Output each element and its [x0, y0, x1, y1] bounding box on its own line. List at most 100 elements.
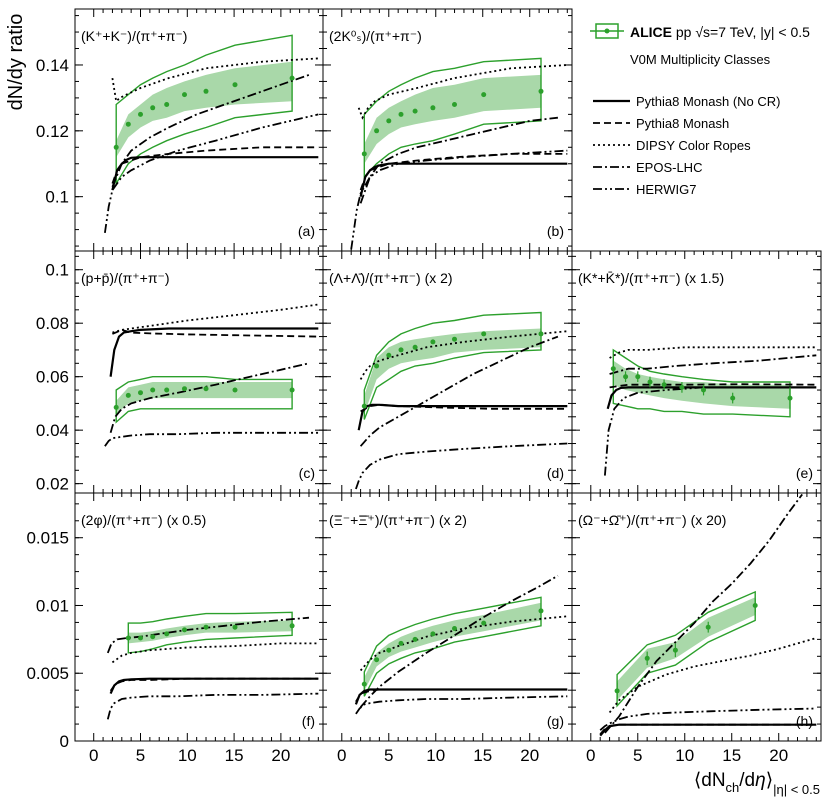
data-point	[289, 387, 295, 393]
data-point	[232, 387, 238, 393]
legend-entry-label: DIPSY Color Ropes	[636, 138, 751, 153]
panel-title: (K*+K̄*)/(π⁺+π⁻) (x 1.5)	[578, 270, 724, 286]
y-tick-label: 0.01	[36, 596, 69, 615]
model-dotted-line	[112, 303, 319, 334]
model-dashdot-line	[609, 354, 817, 375]
stat-band	[364, 328, 541, 415]
model-dotted-line	[357, 64, 568, 120]
sys-envelope	[363, 596, 542, 697]
data-point	[138, 635, 143, 641]
panel-frame	[322, 250, 573, 494]
sys-envelope	[115, 376, 293, 424]
data-point	[374, 128, 380, 134]
y-axis-label: dN/dy ratio	[5, 14, 27, 111]
data-point	[787, 395, 793, 401]
model-solid-line	[359, 162, 568, 197]
data-point	[481, 331, 487, 337]
legend-data-label: ALICE pp √s=7 TeV, |y| < 0.5	[630, 24, 810, 40]
sys-envelope	[616, 590, 756, 708]
panel-title: (Ω⁻+Ω̄⁺)/(π⁺+π⁻) (x 20)	[578, 512, 726, 528]
x-tick-label: 20	[271, 746, 290, 765]
data-point	[705, 624, 711, 630]
data-point	[672, 647, 678, 653]
panel-title: (p+p̄)/(π⁺+π⁻)	[81, 270, 170, 286]
model-dashdotdot-line	[350, 149, 568, 250]
data-point	[361, 151, 367, 157]
stat-band	[116, 382, 293, 415]
data-point	[203, 88, 209, 94]
model-dashdot-line	[604, 493, 803, 734]
data-point	[701, 387, 706, 393]
panel-f: 0 5 10 15 20 0 0.005 0.01 0.015 (2φ)/(π⁺+π⁻) (x 0…	[26, 492, 324, 765]
data-point	[481, 620, 487, 626]
model-dashdotdot-line	[355, 442, 568, 490]
y-tick-label: 0.1	[45, 261, 69, 280]
panel-frame	[322, 8, 573, 252]
panel-a: 0.1 0.12 0.14 (K⁺+K⁻)/(π⁺+π⁻) (a)	[36, 8, 324, 252]
panel-tag: (d)	[547, 465, 564, 481]
model-dashdotdot-line	[604, 386, 817, 476]
data-point	[203, 386, 209, 392]
model-dashed-line	[355, 688, 568, 703]
data-point	[289, 75, 295, 81]
sys-envelope	[363, 57, 542, 179]
data-point	[232, 624, 238, 630]
panel-tag: (g)	[547, 713, 564, 729]
data-point	[614, 688, 620, 694]
panels: 0.1 0.12 0.14 (K⁺+K⁻)/(π⁺+π⁻) (a) (2K⁰ₛ)/(π⁺+…	[26, 8, 822, 765]
data-point	[452, 626, 457, 631]
data-point	[164, 631, 170, 637]
data-point	[182, 92, 187, 98]
data-point	[113, 404, 119, 410]
data-point	[644, 655, 650, 661]
model-dashed-line	[111, 146, 319, 184]
y-tick-label: 0.04	[36, 421, 69, 440]
data-point	[232, 82, 238, 88]
stat-band	[364, 74, 541, 164]
model-dashed-line	[112, 328, 319, 338]
model-dashed-line	[359, 152, 568, 191]
model-dotted-line	[608, 637, 817, 714]
y-tick-label: 0.06	[36, 368, 69, 387]
sys-envelope	[127, 611, 293, 654]
data-point	[412, 344, 418, 350]
x-tick-label: 15	[225, 746, 244, 765]
model-dotted-line	[359, 615, 568, 672]
data-point	[430, 339, 436, 345]
data-point	[452, 336, 457, 342]
data-point	[125, 121, 131, 127]
data-point	[635, 374, 641, 380]
data-point	[164, 387, 170, 393]
panel-h: 0 5 10 15 20 (Ω⁻+Ω̄⁺)/(π⁺+π⁻) (x 20) (h)	[571, 492, 822, 765]
panel-title: (Λ+Λ̄)/(π⁺+π⁻) (x 2)	[329, 270, 453, 286]
data-point	[203, 624, 209, 630]
legend-entry-label: HERWIG7	[636, 182, 696, 197]
panel-tag: (c)	[299, 465, 315, 481]
panel-tag: (b)	[547, 223, 564, 239]
data-point	[150, 387, 156, 393]
model-dashdot-line	[359, 574, 559, 708]
sys-envelope	[363, 311, 542, 420]
data-point	[481, 92, 487, 98]
model-dashdotdot-line	[355, 695, 568, 715]
data-point	[647, 379, 653, 385]
panel-title: (2K⁰ₛ)/(π⁺+π⁻)	[329, 28, 422, 44]
legend: ALICE pp √s=7 TeV, |y| < 0.5 V0M Multipl…	[590, 23, 810, 197]
data-point	[623, 374, 629, 380]
x-tick-label: 5	[136, 746, 145, 765]
sys-envelope	[612, 348, 791, 418]
legend-data-swatch	[595, 23, 619, 39]
sys-envelope	[115, 34, 293, 186]
model-dashed-line	[109, 677, 319, 692]
panel-d: (Λ+Λ̄)/(π⁺+π⁻) (x 2) (d)	[322, 250, 573, 494]
model-dashdotdot-line	[104, 113, 319, 234]
data-point	[113, 144, 119, 150]
x-tick-label: 5	[633, 746, 642, 765]
panel-title: (Ξ⁻+Ξ̄⁺)/(π⁺+π⁻) (x 2)	[329, 512, 467, 528]
data-point	[730, 395, 736, 401]
data-point	[538, 88, 544, 94]
x-tick-label: 0	[586, 746, 595, 765]
model-dashdot-line	[109, 362, 310, 434]
model-dashdotdot-line	[104, 431, 319, 447]
